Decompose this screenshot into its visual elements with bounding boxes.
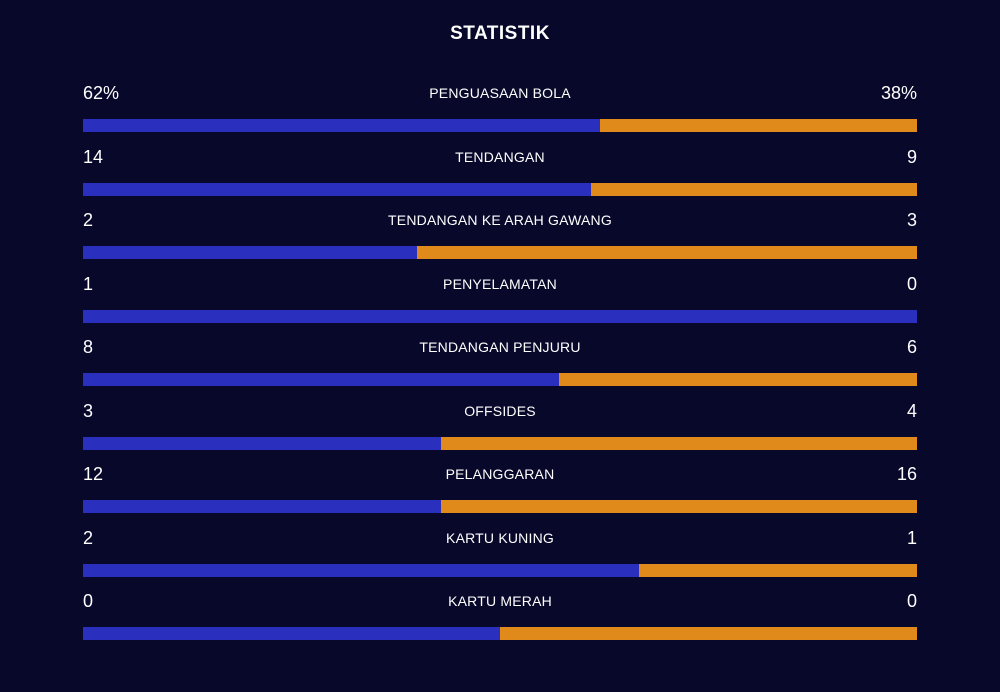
home-value: 12 [83,464,104,484]
page-title: STATISTIK [450,23,550,44]
bar-home-segment [83,182,591,196]
bar-away-segment [600,119,917,132]
home-value: 1 [83,273,94,294]
stat-label: KARTU KUNING [446,529,554,546]
comparison-bar [83,500,917,513]
home-value: 62% [83,83,120,103]
bar-away-segment [416,246,917,259]
stat-label: KARTU MERAH [448,593,552,609]
home-value: 14 [83,146,104,167]
bar-home-segment [83,119,601,132]
bar-home-segment [83,627,500,640]
stat-label: OFFSIDES [464,402,536,419]
stat-row-penguasaan-bola: 62% PENGUASAAN BOLA 38% [83,80,917,144]
bar-home-segment [83,563,640,577]
stat-row-kartu-merah: 0 KARTU MERAH 0 [83,588,917,652]
away-value: 9 [906,146,917,167]
stat-label: TENDANGAN PENJURU [419,339,581,355]
bar-away-segment [639,563,917,577]
stat-label: PENYELAMATAN [443,275,557,292]
stat-row-offsides: 3 OFFSIDES 4 [83,398,917,462]
stats-list: 62% PENGUASAAN BOLA 38% 14 TENDANGAN 9 2… [83,80,917,652]
stat-label: TENDANGAN KE ARAH GAWANG [388,212,612,228]
bar-home-segment [83,373,560,386]
home-value: 3 [83,400,94,421]
away-value: 4 [906,400,917,421]
comparison-bar [83,182,917,196]
bar-away-segment [440,500,917,513]
home-value: 2 [83,527,94,548]
bar-away-segment [500,627,917,640]
comparison-bar [83,436,917,450]
stat-row-tendangan-penjuru: 8 TENDANGAN PENJURU 6 [83,334,917,398]
bar-away-segment [559,373,917,386]
away-value: 6 [906,337,917,357]
away-value: 16 [896,464,917,484]
stat-row-tendangan: 14 TENDANGAN 9 [83,144,917,208]
stat-label: TENDANGAN [455,148,545,165]
bar-home-segment [83,436,441,450]
comparison-bar [83,246,917,259]
bar-away-segment [440,436,917,450]
stat-label: PELANGGARAN [445,466,555,482]
bar-home-segment [83,500,441,513]
stat-row-tendangan-ke-arah-gawang: 2 TENDANGAN KE ARAH GAWANG 3 [83,207,917,271]
stat-row-pelanggaran: 12 PELANGGARAN 16 [83,461,917,525]
home-value: 8 [83,337,94,357]
comparison-bar [83,119,917,132]
bar-away-segment [590,182,917,196]
away-value: 38% [880,83,917,103]
stat-row-kartu-kuning: 2 KARTU KUNING 1 [83,525,917,589]
home-value: 2 [83,210,94,230]
bar-home-segment [83,246,417,259]
away-value: 1 [906,527,917,548]
stat-label: PENGUASAAN BOLA [429,85,571,101]
comparison-bar [83,563,917,577]
comparison-bar [83,373,917,386]
comparison-bar [83,309,917,323]
away-value: 3 [906,210,917,230]
away-value: 0 [906,273,917,294]
bar-home-segment [83,309,917,323]
stat-row-penyelamatan: 1 PENYELAMATAN 0 [83,271,917,335]
home-value: 0 [83,591,94,611]
away-value: 0 [906,591,917,611]
comparison-bar [83,627,917,640]
